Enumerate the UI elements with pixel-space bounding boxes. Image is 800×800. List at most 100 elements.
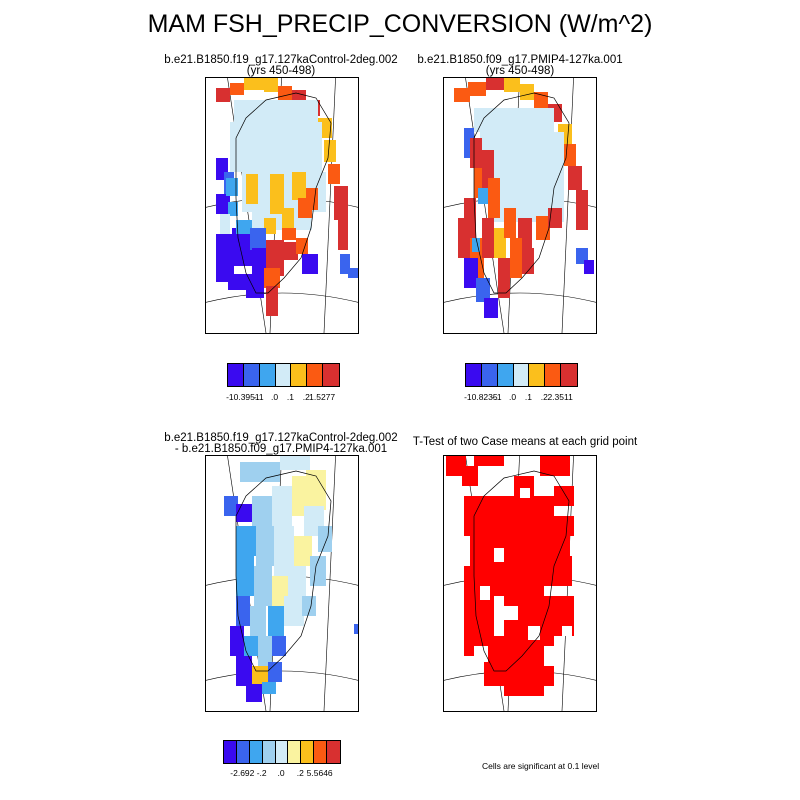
grid-cell: [270, 174, 284, 214]
grid-cell: [504, 606, 518, 620]
grid-cell: [324, 140, 336, 162]
colorbar-swatch: [224, 741, 237, 763]
grid-cell: [230, 83, 244, 95]
grid-cell: [488, 178, 500, 218]
map-panel-control: [205, 77, 359, 334]
grid-cell: [292, 476, 306, 516]
colorbar-label: .0: [277, 768, 285, 778]
grid-cell: [216, 194, 230, 214]
grid-cell: [256, 526, 274, 566]
colorbar-swatch: [275, 364, 292, 386]
colorbar-label: .2: [296, 768, 304, 778]
colorbar-label: .2: [302, 392, 310, 402]
colorbar-swatch: [301, 741, 315, 763]
grid-cell: [302, 254, 318, 274]
grid-cell: [264, 268, 280, 288]
grid-cell: [338, 220, 348, 250]
grid-cell: [464, 128, 474, 158]
grid-cell: [474, 108, 554, 132]
grid-cell: [576, 190, 588, 230]
grid-cell: [282, 228, 296, 240]
grid-cell: [246, 174, 258, 204]
colorbar-difference-labels: -2.692 -.2 .0 .2 5.5646: [223, 768, 339, 780]
grid-cell: [244, 78, 264, 90]
grid-cell: [228, 274, 246, 290]
map-difference: [206, 456, 358, 711]
grid-cell: [534, 92, 548, 108]
colorbar-swatch: [307, 364, 324, 386]
grid-cell: [284, 242, 298, 260]
grid-cell: [340, 254, 350, 274]
colorbar-swatch: [497, 364, 514, 386]
grid-cell: [522, 248, 534, 274]
grid-cell: [288, 566, 306, 596]
colorbar-label: -.2: [256, 768, 267, 778]
grid-cell: [240, 462, 280, 482]
grid-cell: [554, 486, 574, 506]
grid-cell: [226, 178, 238, 196]
grid-cell: [468, 82, 486, 96]
colorbar-swatch: [323, 364, 339, 386]
grid-cell: [564, 144, 576, 166]
grid-cell: [348, 268, 358, 278]
grid-cell: [568, 166, 582, 190]
map-panel-difference: [205, 455, 359, 712]
grid-cell: [478, 188, 488, 204]
grid-cell: [216, 234, 234, 282]
grid-cell: [280, 456, 310, 470]
grid-cell: [264, 218, 276, 234]
grid-cell: [296, 238, 308, 254]
colorbar-swatch: [545, 364, 562, 386]
colorbar-pmip4: [465, 363, 578, 387]
grid-cell: [298, 198, 312, 218]
grid-cell: [246, 684, 262, 702]
colorbar-swatch: [466, 364, 482, 386]
grid-cell: [282, 208, 294, 230]
colorbar-swatch: [291, 364, 308, 386]
grid-cell: [536, 216, 550, 240]
grid-cell: [484, 298, 498, 318]
colorbar-label: 2.3511: [547, 392, 573, 402]
map-panel-pmip4: [443, 77, 597, 334]
grid-cell: [262, 682, 276, 694]
panel2-title-line1: b.e21.B1850.f09_g17.PMIP4-127ka.001: [417, 54, 623, 66]
grid-cell: [504, 78, 520, 92]
grid-cell: [236, 526, 256, 556]
grid-cell: [458, 218, 472, 258]
grid-cell: [472, 238, 480, 252]
grid-cell: [494, 548, 504, 562]
grid-cell: [562, 626, 572, 636]
grid-cell: [230, 626, 244, 656]
colorbar-swatch: [314, 741, 327, 763]
map-ttest: [444, 456, 596, 711]
colorbar-swatch: [259, 364, 276, 386]
grid-cell: [544, 646, 554, 666]
colorbar-swatch: [275, 741, 289, 763]
figure-title: MAM FSH_PRECIP_CONVERSION (W/m^2): [147, 10, 653, 38]
greenland-coastline: [473, 92, 570, 294]
grid-cell: [504, 676, 544, 696]
grid-cell: [470, 138, 482, 168]
colorbar-label: .2: [540, 392, 548, 402]
grid-cell: [224, 496, 238, 516]
panel1-title-line2: (yrs 450-498): [246, 65, 316, 77]
grid-cell: [554, 606, 574, 626]
grid-cell: [494, 566, 544, 596]
grid-cell: [252, 496, 272, 526]
grid-cell: [528, 626, 540, 640]
grid-cell: [228, 202, 238, 216]
grid-cell: [302, 596, 316, 616]
colorbar-label: -10.3951: [226, 392, 260, 402]
grid-cell: [272, 636, 286, 656]
colorbar-label: -10.8235: [464, 392, 498, 402]
colorbar-swatch: [327, 741, 340, 763]
grid-cell: [216, 88, 230, 102]
grid-cell: [486, 78, 504, 90]
grid-cell: [244, 636, 258, 656]
grid-cell: [272, 486, 292, 526]
colorbar-control: [227, 363, 340, 387]
grid-cell: [520, 488, 530, 498]
colorbar-swatch: [236, 741, 250, 763]
panel2-title-line2: (yrs 450-498): [485, 65, 555, 77]
grid-cell: [252, 248, 266, 278]
